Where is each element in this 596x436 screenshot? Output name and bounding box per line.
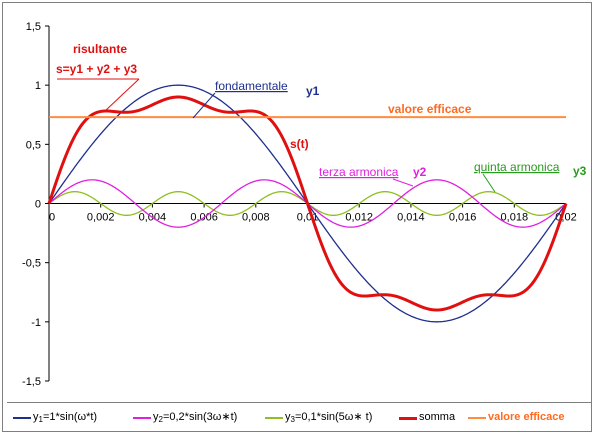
y-tick-label: -1,5 bbox=[22, 376, 41, 388]
legend-swatch-valore-efficace bbox=[468, 417, 486, 419]
legend-label-y1: y1=1*sin(ω*t) bbox=[33, 411, 98, 424]
annotation-y3: y3 bbox=[573, 164, 587, 178]
legend-label-somma: somma bbox=[419, 411, 456, 423]
annotation-quinta: quinta armonica bbox=[474, 160, 560, 174]
x-tick-label: 0,002 bbox=[87, 212, 115, 224]
x-tick-label: 0,018 bbox=[501, 212, 529, 224]
chart-frame: 1,5 1 0,5 0 -0,5 -1 -1,5 0 0,002 0,004 0,006 0,008 0… bbox=[2, 2, 592, 432]
x-tick-label: 0,008 bbox=[242, 212, 270, 224]
annotation-fondamentale: fondamentale bbox=[215, 79, 288, 93]
legend-label-valore-efficace: valore efficace bbox=[488, 411, 565, 423]
legend: y1=1*sin(ω*t) y2=0,2*sin(3ω∗t) y3=0,1*si… bbox=[7, 402, 592, 432]
annotation-arrow-terza bbox=[392, 178, 414, 187]
annotation-arrow bbox=[104, 78, 140, 112]
legend-swatch-somma bbox=[399, 417, 417, 420]
legend-swatch-y3 bbox=[265, 417, 283, 419]
x-tick-label: 0,012 bbox=[345, 212, 373, 224]
annotation-st: s(t) bbox=[290, 137, 309, 151]
annotation-arrow-fond bbox=[192, 92, 216, 119]
series-line-somma bbox=[47, 95, 568, 312]
annotation-terza: terza armonica bbox=[319, 165, 399, 179]
y-tick-label: 1,5 bbox=[26, 21, 41, 33]
x-tick-label: 0,014 bbox=[397, 212, 425, 224]
legend-swatch-y1 bbox=[13, 417, 31, 419]
legend-label-y2: y2=0,2*sin(3ω∗t) bbox=[153, 411, 238, 424]
chart-svg: 1,510,50-0,5-1-1,50 0,002 0,004 0,006 0,008 0… bbox=[22, 21, 587, 388]
y-tick-label: 0,5 bbox=[26, 139, 41, 151]
annotation-risultante: risultante bbox=[73, 42, 127, 56]
x-tick-label: 0,016 bbox=[449, 212, 477, 224]
annotation-y2: y2 bbox=[413, 165, 427, 179]
y-tick-label: -0,5 bbox=[22, 258, 41, 270]
x-tick-label: 0 bbox=[49, 212, 55, 224]
legend-swatch-y2 bbox=[133, 417, 151, 419]
annotation-y1: y1 bbox=[306, 84, 320, 98]
y-tick-label: 1 bbox=[35, 80, 41, 92]
y-tick-label: 0 bbox=[35, 199, 41, 211]
annotation-arrow-quinta bbox=[482, 173, 496, 193]
y-tick-label: -1 bbox=[31, 317, 41, 329]
legend-label-y3: y3=0,1*sin(5ω∗ t) bbox=[285, 411, 373, 424]
annotation-formula: s=y1 + y2 + y3 bbox=[56, 62, 137, 76]
annotation-valore-efficace: valore efficace bbox=[388, 102, 472, 116]
